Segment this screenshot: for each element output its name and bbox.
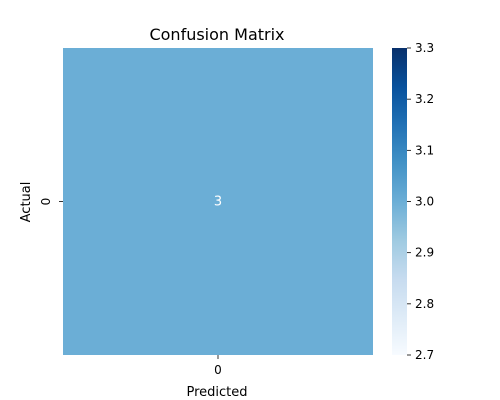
heatmap-cells: 3 <box>63 48 373 355</box>
x-axis-label: Predicted <box>186 385 247 400</box>
x-tick-label: 0 <box>214 363 222 377</box>
y-tick-label: 0 <box>39 198 53 206</box>
colorbar-ticks: 2.7 2.8 2.9 3.0 3.1 3.2 3.3 <box>407 41 434 362</box>
colorbar-tick-label: 3.2 <box>415 92 434 106</box>
x-axis-ticks: 0 <box>214 355 222 377</box>
colorbar <box>392 48 407 355</box>
cell-value-label: 3 <box>214 195 222 210</box>
chart-title: Confusion Matrix <box>149 25 284 44</box>
y-axis-ticks: 0 <box>39 198 63 206</box>
y-axis-label: Actual <box>19 182 34 223</box>
colorbar-tick-label: 2.7 <box>415 348 434 362</box>
colorbar-tick-label: 2.8 <box>415 297 434 311</box>
colorbar-tick-label: 2.9 <box>415 246 434 260</box>
colorbar-tick-label: 3.1 <box>415 143 434 157</box>
colorbar-tick-label: 3.3 <box>415 41 434 55</box>
colorbar-tick-label: 3.0 <box>415 195 434 209</box>
heatmap-cell <box>63 48 373 355</box>
